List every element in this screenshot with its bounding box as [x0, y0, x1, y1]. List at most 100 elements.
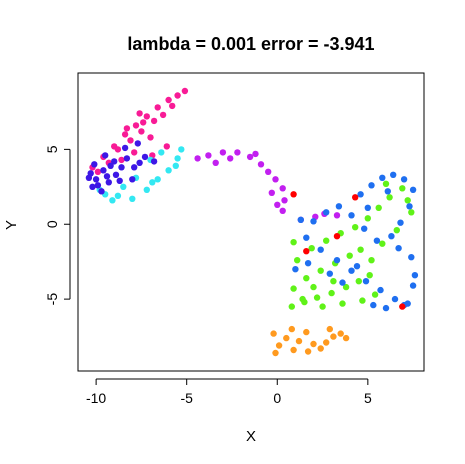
- data-point: [334, 233, 340, 239]
- data-point: [136, 110, 142, 116]
- data-point: [327, 326, 333, 332]
- data-point: [386, 194, 392, 200]
- data-point: [182, 88, 188, 94]
- data-point: [359, 297, 365, 303]
- chart-title: lambda = 0.001 error = -3.941: [127, 34, 374, 54]
- data-point: [309, 245, 315, 251]
- data-point: [334, 212, 340, 218]
- data-point: [220, 149, 226, 155]
- data-point: [338, 330, 344, 336]
- data-point: [155, 104, 161, 110]
- x-tick-label: -10: [86, 390, 106, 406]
- data-point: [323, 339, 329, 345]
- data-point: [399, 185, 405, 191]
- data-point: [399, 303, 405, 309]
- data-point: [144, 187, 150, 193]
- data-point: [281, 197, 287, 203]
- data-point: [290, 285, 296, 291]
- data-point: [357, 247, 363, 253]
- data-point: [385, 188, 391, 194]
- data-point: [205, 152, 211, 158]
- data-point: [323, 209, 329, 215]
- data-point: [368, 257, 374, 263]
- data-point: [343, 335, 349, 341]
- data-point: [280, 185, 286, 191]
- data-point: [305, 348, 311, 354]
- data-point: [165, 167, 171, 173]
- data-point: [299, 296, 305, 302]
- y-tick-label: 5: [44, 145, 60, 153]
- data-point: [93, 176, 99, 182]
- data-point: [91, 161, 97, 167]
- data-point: [352, 194, 358, 200]
- data-point: [173, 163, 179, 169]
- data-point: [276, 342, 282, 348]
- data-point: [379, 175, 385, 181]
- data-point: [147, 134, 153, 140]
- data-point: [363, 278, 369, 284]
- y-tick-label: -5: [44, 293, 60, 306]
- data-point: [383, 305, 389, 311]
- data-point: [323, 238, 329, 244]
- x-tick-label: 0: [273, 390, 281, 406]
- data-point: [178, 146, 184, 152]
- data-point: [401, 176, 407, 182]
- data-point: [303, 329, 309, 335]
- data-point: [124, 125, 130, 131]
- data-point: [174, 155, 180, 161]
- data-point: [113, 172, 119, 178]
- data-point: [305, 260, 311, 266]
- data-point: [118, 164, 124, 170]
- data-point: [348, 212, 354, 218]
- data-point: [303, 235, 309, 241]
- data-point: [339, 300, 345, 306]
- data-point: [327, 271, 333, 277]
- data-point: [368, 182, 374, 188]
- data-point: [289, 326, 295, 332]
- data-point: [106, 179, 112, 185]
- data-point: [283, 335, 289, 341]
- data-point: [122, 131, 128, 137]
- data-point: [95, 169, 101, 175]
- data-point: [410, 282, 416, 288]
- data-point: [392, 296, 398, 302]
- y-axis-label: Y: [3, 220, 20, 230]
- data-point: [372, 291, 378, 297]
- data-point: [367, 272, 373, 278]
- data-point: [356, 278, 362, 284]
- data-point: [330, 278, 336, 284]
- data-point: [158, 149, 164, 155]
- data-point: [310, 341, 316, 347]
- data-point: [408, 209, 414, 215]
- data-point: [374, 238, 380, 244]
- data-point: [247, 154, 253, 160]
- data-point: [405, 197, 411, 203]
- data-point: [151, 158, 157, 164]
- data-point: [227, 155, 233, 161]
- data-point: [390, 172, 396, 178]
- data-point: [310, 218, 316, 224]
- data-point: [408, 254, 414, 260]
- data-point: [377, 287, 383, 293]
- data-point: [272, 350, 278, 356]
- data-point: [118, 157, 124, 163]
- data-point: [334, 257, 340, 263]
- data-point: [383, 181, 389, 187]
- data-point: [298, 217, 304, 223]
- data-point: [352, 224, 358, 230]
- data-point: [213, 160, 219, 166]
- data-point: [127, 137, 133, 143]
- data-point: [107, 163, 113, 169]
- data-point: [412, 272, 418, 278]
- data-point: [388, 233, 394, 239]
- data-point: [265, 169, 271, 175]
- data-point: [310, 284, 316, 290]
- data-point: [115, 193, 121, 199]
- x-tick-label: 5: [364, 390, 372, 406]
- data-point: [149, 179, 155, 185]
- data-point: [142, 154, 148, 160]
- data-point: [280, 208, 286, 214]
- data-point: [129, 196, 135, 202]
- data-point: [102, 152, 108, 158]
